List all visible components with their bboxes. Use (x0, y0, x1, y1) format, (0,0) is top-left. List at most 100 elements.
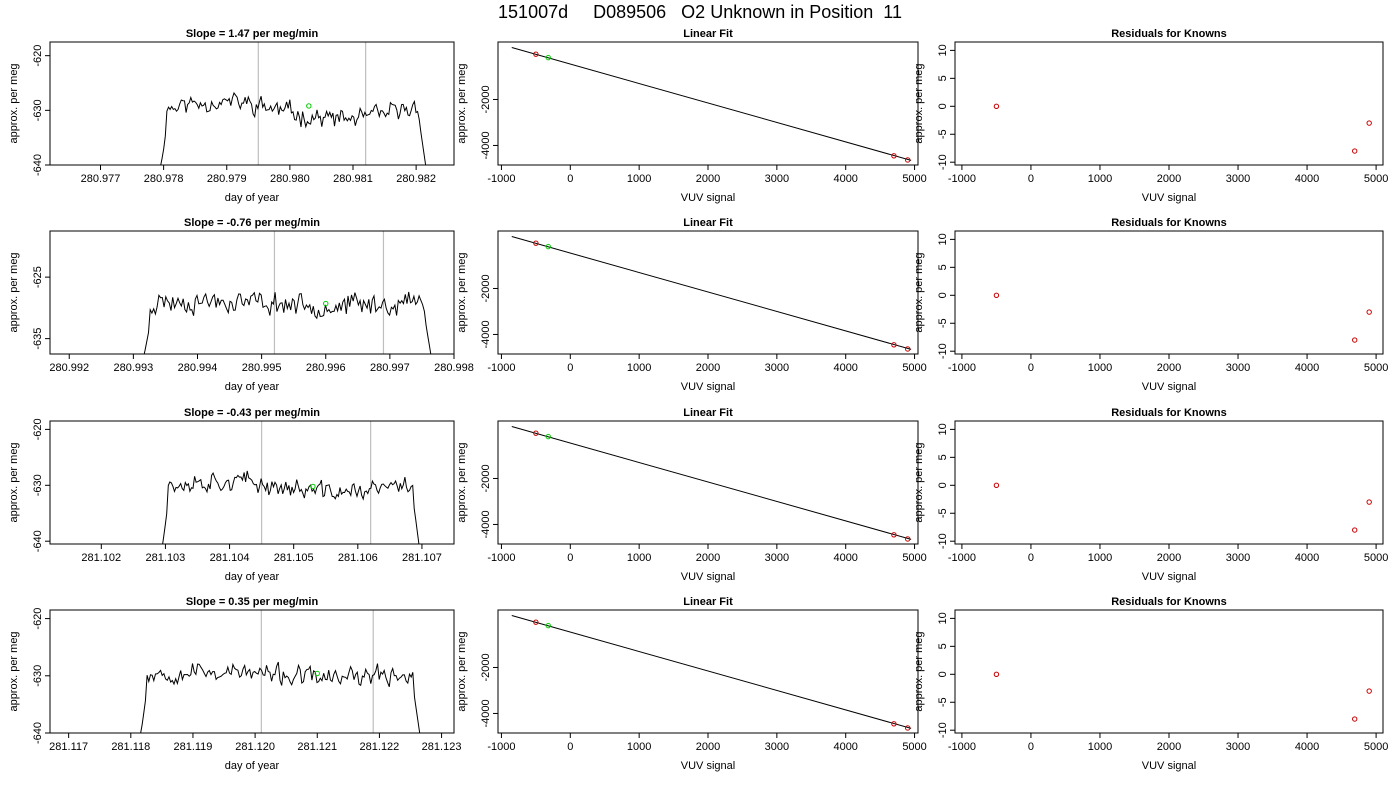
panel-title: Residuals for Knowns (1111, 217, 1227, 229)
x-tick-label: 280.997 (370, 362, 410, 374)
y-tick-label: -10 (937, 722, 949, 738)
known-point (1366, 120, 1372, 126)
known-point (533, 430, 539, 436)
y-tick-label: -630 (32, 99, 44, 121)
y-tick-label: -635 (32, 328, 44, 350)
y-tick-label: -2000 (480, 85, 492, 113)
y-tick-label: -4000 (480, 699, 492, 727)
data-trace (162, 470, 420, 544)
x-tick-label: -1000 (948, 741, 976, 753)
panel-4: Slope = -0.76 per meg/min 280.992 280.993 2… (8, 217, 474, 393)
known-point (1366, 309, 1372, 315)
y-axis-label: approx. per meg (456, 252, 468, 332)
plot-area (993, 292, 1372, 343)
y-axis-label: approx. per meg (8, 252, 20, 332)
x-tick-label: 280.977 (81, 173, 121, 185)
x-tick-label: 281.118 (111, 741, 150, 753)
y-axis-label: approx. per meg (456, 631, 468, 711)
x-tick-label: 5000 (902, 552, 926, 564)
plot-frame (49, 41, 455, 166)
y-tick-label: -10 (937, 343, 949, 359)
panel-title: Slope = -0.76 per meg/min (184, 217, 320, 229)
y-tick-label: -5 (937, 508, 949, 518)
x-tick-label: 4000 (1295, 741, 1319, 753)
y-tick-label: 5 (937, 75, 949, 81)
x-tick-label: 5000 (902, 741, 926, 753)
y-tick-label: -5 (937, 318, 949, 328)
x-tick-label: 1000 (1088, 552, 1112, 564)
x-tick-label: 280.992 (49, 362, 89, 374)
x-tick-label: 280.995 (242, 362, 282, 374)
x-tick-label: -1000 (948, 552, 976, 564)
known-point (891, 532, 897, 538)
y-tick-label: -10 (937, 533, 949, 549)
x-tick-label: -1000 (487, 362, 515, 374)
unknown-marker (314, 670, 320, 677)
known-point (1351, 527, 1358, 533)
y-tick-label: -2000 (480, 274, 492, 302)
x-tick-label: 2000 (1157, 741, 1181, 753)
x-tick-label: -1000 (948, 362, 976, 374)
x-tick-label: 3000 (765, 362, 789, 374)
plot-area (143, 231, 432, 354)
x-tick-label: -1000 (487, 552, 515, 564)
x-tick-label: 0 (1028, 552, 1034, 564)
x-tick-label: 281.120 (235, 741, 275, 753)
y-tick-label: 0 (937, 671, 949, 677)
panel-title: Residuals for Knowns (1111, 596, 1227, 608)
x-tick-label: 281.102 (81, 552, 121, 564)
y-tick-label: -4000 (480, 131, 492, 159)
unknown-point (545, 433, 551, 440)
x-tick-label: 2000 (696, 362, 720, 374)
panel-title: Linear Fit (683, 596, 733, 608)
x-tick-label: 4000 (1295, 362, 1319, 374)
x-tick-label: -1000 (948, 173, 976, 185)
y-tick-label: -4000 (480, 510, 492, 538)
x-tick-label: -1000 (487, 741, 515, 753)
known-point (891, 721, 897, 727)
fit-line (511, 236, 912, 350)
x-tick-label: 281.107 (402, 552, 442, 564)
data-trace (143, 291, 432, 354)
x-tick-label: 281.123 (422, 741, 462, 753)
panel-title: Linear Fit (683, 217, 733, 229)
known-point (533, 51, 539, 57)
known-point (891, 153, 897, 159)
x-axis-label: VUV signal (1142, 760, 1196, 772)
known-point (1351, 716, 1358, 722)
known-point (533, 619, 539, 625)
plot-frame (954, 230, 1384, 355)
y-tick-label: -640 (32, 530, 44, 552)
x-tick-label: 2000 (696, 173, 720, 185)
x-tick-label: 281.104 (210, 552, 250, 564)
y-tick-label: 10 (937, 233, 949, 245)
x-tick-label: 280.994 (178, 362, 218, 374)
panel-1: Slope = 1.47 per meg/min 280.977 280.978 28… (8, 28, 455, 204)
panel-9: Residuals for Knowns -1000 0 1000 2000 3000 40… (913, 407, 1388, 583)
plot-frame (49, 230, 455, 355)
y-axis-label: approx. per meg (8, 63, 20, 143)
x-tick-label: 4000 (833, 741, 857, 753)
y-tick-label: 10 (937, 612, 949, 624)
known-point (1351, 148, 1358, 154)
y-tick-label: -5 (937, 697, 949, 707)
x-tick-label: 5000 (1364, 173, 1388, 185)
y-tick-label: -625 (32, 266, 44, 288)
panel-title: Residuals for Knowns (1111, 407, 1227, 419)
x-tick-label: 2000 (1157, 362, 1181, 374)
x-tick-label: 280.980 (270, 173, 310, 185)
x-tick-label: 0 (1028, 362, 1034, 374)
x-tick-label: 280.996 (306, 362, 346, 374)
y-tick-label: -2000 (480, 653, 492, 681)
known-point (904, 157, 911, 163)
panel-2: Linear Fit -1000 0 1000 2000 3000 4000 5000 -400… (456, 28, 927, 204)
y-tick-label: -620 (32, 608, 44, 630)
data-trace (160, 91, 427, 165)
panel-11: Linear Fit -1000 0 1000 2000 3000 4000 5000 -400… (456, 596, 927, 772)
x-axis-label: day of year (225, 760, 280, 772)
x-tick-label: 280.998 (434, 362, 474, 374)
x-axis-label: day of year (225, 381, 280, 393)
x-tick-label: 5000 (902, 173, 926, 185)
plot-frame (49, 609, 455, 734)
